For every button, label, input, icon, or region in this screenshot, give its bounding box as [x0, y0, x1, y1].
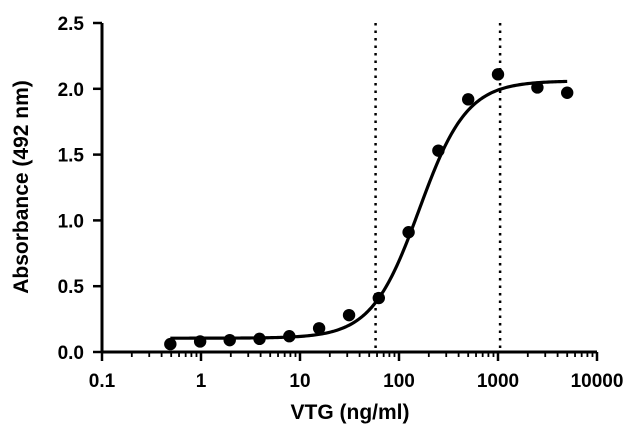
x-axis-title: VTG (ng/ml)	[291, 401, 410, 424]
y-tick-label: 2.5	[58, 14, 85, 35]
y-tick-label: 1.0	[58, 211, 84, 232]
plot-area	[374, 23, 502, 352]
data-point	[283, 330, 296, 343]
x-tick-label: 100	[383, 371, 415, 392]
data-point	[342, 308, 356, 322]
data-point	[402, 226, 415, 239]
data-point	[560, 86, 574, 99]
y-tick-label: 0.0	[58, 343, 84, 364]
data-point	[193, 335, 207, 348]
y-tick-label: 2.0	[58, 80, 84, 101]
data-point	[253, 332, 266, 346]
y-axis-title: Absorbance (492 nm)	[10, 80, 33, 294]
axes	[100, 23, 597, 354]
data-point	[432, 144, 445, 157]
data-point	[312, 322, 326, 335]
y-tick-label: 0.5	[58, 277, 85, 298]
data-point	[491, 68, 505, 81]
x-tick-label: 10000	[571, 371, 624, 392]
x-tick-label: 1	[196, 371, 207, 392]
fit-curve	[170, 79, 568, 340]
x-tick-label: 1000	[477, 371, 519, 392]
data-point	[461, 93, 475, 106]
data-point	[164, 337, 177, 351]
data-layer	[164, 68, 574, 351]
data-point	[531, 81, 544, 94]
y-tick-label: 1.5	[58, 146, 85, 167]
ticks: 0.1 1 10 100 1000 10000 0.0 0.5 1.0 1.5 2.0 2.5	[58, 14, 624, 392]
x-tick-label: 0.1	[89, 371, 116, 392]
data-point	[223, 333, 236, 347]
data-point	[372, 291, 385, 305]
x-tick-label: 10	[289, 371, 310, 392]
